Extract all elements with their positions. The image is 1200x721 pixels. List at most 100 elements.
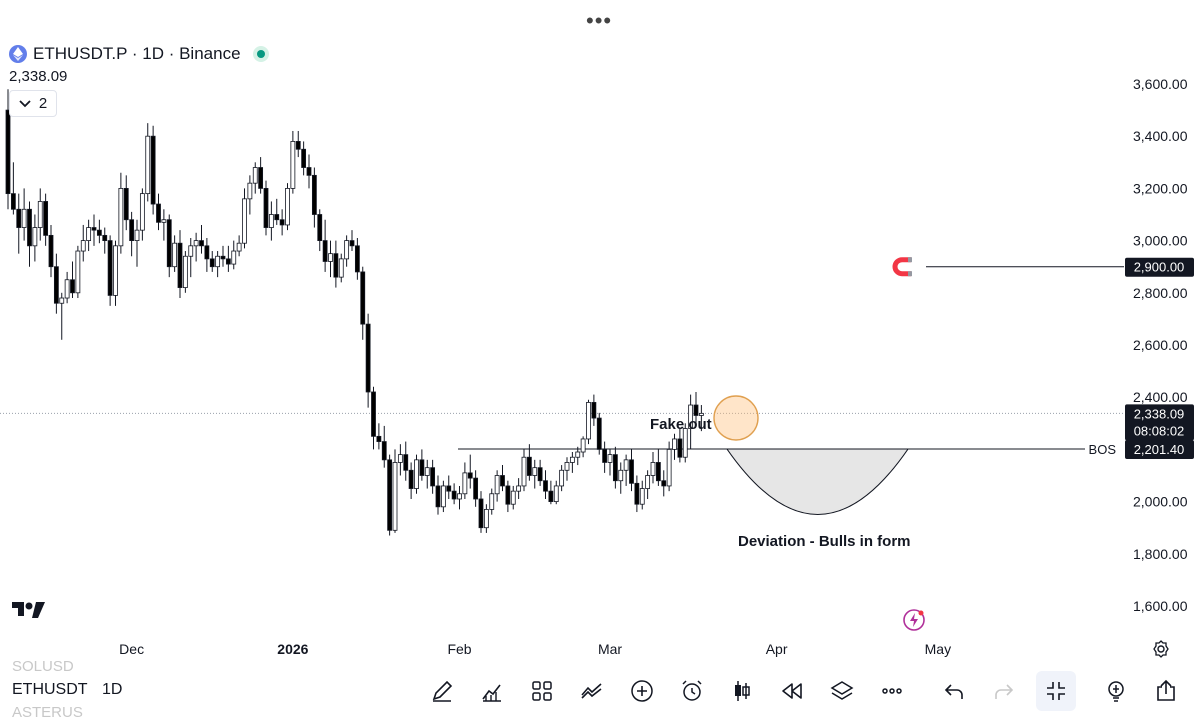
candle-body (580, 438, 586, 453)
candle-body (37, 201, 43, 228)
candles-icon[interactable] (727, 676, 757, 706)
candle-body (688, 404, 694, 429)
candle-body (290, 141, 296, 189)
ticker-current[interactable]: ETHUSDT (12, 681, 88, 698)
candle-body (161, 219, 167, 223)
candle-body (682, 428, 688, 458)
bos-price-tag-text: 2,201.40 (1134, 442, 1185, 457)
y-axis-tick-label: 1,800.00 (1133, 546, 1188, 562)
candle-body (322, 240, 328, 262)
last-price: 2,338.09 (9, 68, 68, 85)
ticker-prev[interactable]: SOLUSD (12, 658, 74, 675)
bottom-toolbar: SOLUSD ETHUSDT ASTERUS 1D (0, 658, 1200, 721)
fake-out-highlight (713, 395, 759, 441)
last-price-tag (1125, 404, 1194, 441)
layers-icon[interactable] (827, 676, 857, 706)
indicator-count: 2 (38, 95, 48, 112)
candle-body (166, 219, 172, 268)
candle-body (435, 485, 441, 508)
candle-body (258, 167, 264, 189)
candle-body (376, 435, 382, 442)
y-axis-tick-label: 2,400.00 (1133, 389, 1188, 405)
timeframe-button[interactable]: 1D (102, 681, 123, 698)
redo-icon (989, 676, 1019, 706)
drag-handle-dots[interactable]: ••• (586, 8, 613, 33)
candle-body (53, 266, 59, 304)
candle-body (548, 490, 554, 503)
ethereum-icon (9, 45, 27, 63)
candle-body (483, 509, 489, 529)
replay-icon[interactable] (777, 676, 807, 706)
indicator-collapse-button[interactable]: 2 (9, 90, 57, 117)
candle-body (543, 480, 548, 492)
candle-body (268, 214, 274, 228)
candle-body (602, 448, 608, 463)
candle-body (672, 438, 677, 450)
candle-body (204, 245, 210, 260)
candle-body (188, 245, 194, 257)
candle-body (27, 208, 32, 247)
candle-body (172, 242, 178, 268)
candle-body (107, 240, 113, 296)
y-axis-tick-label: 2,600.00 (1133, 337, 1188, 353)
candle-body (274, 214, 280, 221)
indicators-icon[interactable] (477, 676, 507, 706)
symbol-header[interactable]: ETHUSDT.P · 1D · Binance (9, 44, 269, 64)
more-icon[interactable] (877, 676, 907, 706)
compare-icon[interactable] (577, 676, 607, 706)
candle-body (467, 472, 473, 479)
share-icon[interactable] (1151, 676, 1181, 706)
candle-body (231, 250, 237, 265)
candle-body (591, 402, 597, 419)
candle-body (693, 404, 699, 416)
undo-icon[interactable] (939, 676, 969, 706)
candle-body (70, 279, 75, 294)
candle-body (236, 242, 242, 252)
pencil-icon[interactable] (427, 676, 457, 706)
candle-body (510, 490, 516, 505)
alarm-icon[interactable] (677, 676, 707, 706)
candle-body (645, 475, 651, 489)
candle-body (43, 201, 49, 236)
candle-body (215, 255, 221, 268)
candle-body (32, 227, 38, 247)
candle-body (75, 250, 81, 294)
candle-body (521, 456, 527, 487)
idea-icon[interactable] (1101, 676, 1131, 706)
lightning-icon[interactable] (902, 608, 926, 632)
candle-body (139, 193, 145, 231)
ticker-next[interactable]: ASTERUS (12, 704, 83, 721)
candle-body (629, 459, 634, 484)
candle-body (387, 459, 393, 531)
x-axis-tick-label: Dec (119, 641, 144, 657)
candle-body (698, 412, 704, 416)
deviation-cup-shape (726, 448, 909, 515)
candle-body (301, 148, 307, 168)
candle-body (661, 480, 667, 487)
candle-body (338, 258, 344, 278)
candle-body (247, 182, 253, 200)
y-axis-tick-label: 3,200.00 (1133, 180, 1188, 196)
x-axis-tick-label: Apr (766, 641, 788, 657)
fullscreen-exit-icon[interactable] (1036, 671, 1076, 711)
candle-body (639, 488, 645, 505)
candle-body (354, 245, 360, 273)
magnet-icon[interactable] (892, 257, 912, 277)
x-axis-tick-label: Mar (598, 641, 622, 657)
settings-gear-icon[interactable] (1152, 640, 1170, 663)
candle-body (408, 469, 414, 489)
candle-body (532, 467, 538, 476)
last-price-tag-text: 2,338.09 (1134, 406, 1185, 421)
price-chart[interactable]: 3,600.00 3,400.00 3,200.00 3,000.00 2,800.00… (0, 0, 1200, 664)
candle-body (451, 490, 457, 500)
symbol-title: ETHUSDT.P · 1D · Binance (33, 44, 241, 63)
bos-price-tag (1125, 440, 1194, 460)
add-icon[interactable] (627, 676, 657, 706)
candle-body (333, 253, 339, 278)
candle-body (344, 240, 350, 260)
fake-out-label: Fake out (650, 416, 712, 433)
candle-body (655, 462, 661, 482)
candle-body (371, 391, 376, 437)
layout-grid-icon[interactable] (527, 676, 557, 706)
